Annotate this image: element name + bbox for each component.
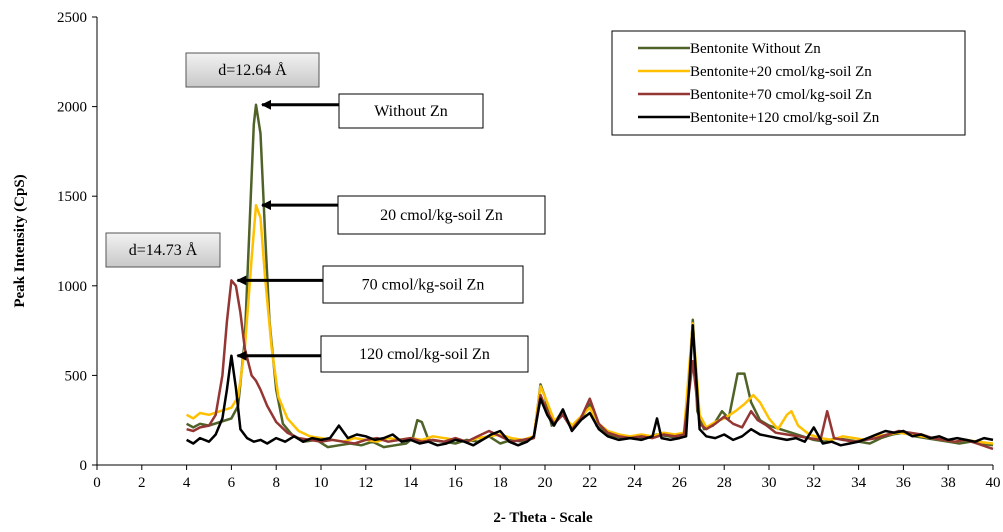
arrow-label-box-1 [337,195,546,235]
arrow-label-text: 20 cmol/kg-soil Zn [380,207,503,224]
legend: Bentonite Without Zn Bentonite+20 cmol/kg… [611,30,966,136]
x-tick-label: 36 [896,475,912,491]
x-tick-label: 22 [582,475,597,491]
x-tick-label: 28 [717,475,732,491]
x-tick-label: 16 [448,475,464,491]
x-tick-label: 24 [627,475,643,491]
x-tick-label: 32 [806,475,821,491]
x-tick-label: 30 [762,475,777,491]
arrow-label-box-0 [338,93,484,129]
x-tick-label: 6 [228,475,236,491]
legend-entry-3: Bentonite+120 cmol/kg-soil Zn [690,110,880,126]
y-tick-label: 500 [65,368,88,384]
x-tick-label: 18 [493,475,508,491]
x-tick-label: 10 [314,475,329,491]
x-tick-label: 26 [672,475,688,491]
series-lines [186,103,994,451]
d-spacing-box-1 [105,232,221,268]
x-axis-label: 2- Theta - Scale [493,510,593,526]
x-tick-label: 4 [183,475,191,491]
x-tick-label: 40 [986,475,1001,491]
annotations: d=12.64 Å d=14.73 Å Without Zn 20 cmol/kg-s… [105,52,546,373]
y-tick-label: 1500 [57,189,87,205]
d-spacing-label: d=14.73 Å [129,241,198,259]
arrow-label-box-3 [320,335,529,373]
legend-entry-1: Bentonite+20 cmol/kg-soil Zn [690,64,872,80]
y-tick-label: 1000 [57,279,87,295]
legend-entry-0: Bentonite Without Zn [690,41,821,57]
series-line-0 [186,103,994,449]
x-tick-label: 0 [93,475,101,491]
x-tick-label: 20 [538,475,553,491]
arrow-label-text: Without Zn [374,103,448,120]
y-tick-label: 2500 [57,10,87,26]
y-tick-label: 0 [80,458,88,474]
arrow-label-box-2 [322,265,524,304]
axes: 0 2 4 6 8 10 12 14 16 18 20 22 24 26 28 30 32 34 36 38 40050… [57,10,1001,491]
series-line-1 [186,203,994,445]
d-spacing-label: d=12.64 Å [218,61,287,79]
x-tick-label: 8 [272,475,280,491]
arrow-label-text: 120 cmol/kg-soil Zn [359,346,490,363]
x-tick-label: 38 [941,475,956,491]
series-line-2 [186,279,994,451]
y-axis-label: Peak Intensity (CpS) [12,174,28,307]
arrow-label-text: 70 cmol/kg-soil Zn [362,277,485,294]
d-spacing-box-0 [185,52,320,88]
legend-entry-2: Bentonite+70 cmol/kg-soil Zn [690,87,872,103]
x-tick-label: 2 [138,475,146,491]
x-tick-label: 12 [358,475,373,491]
x-tick-label: 14 [403,475,419,491]
series-line-3 [186,323,994,447]
y-tick-label: 2000 [57,100,87,116]
x-tick-label: 34 [851,475,867,491]
